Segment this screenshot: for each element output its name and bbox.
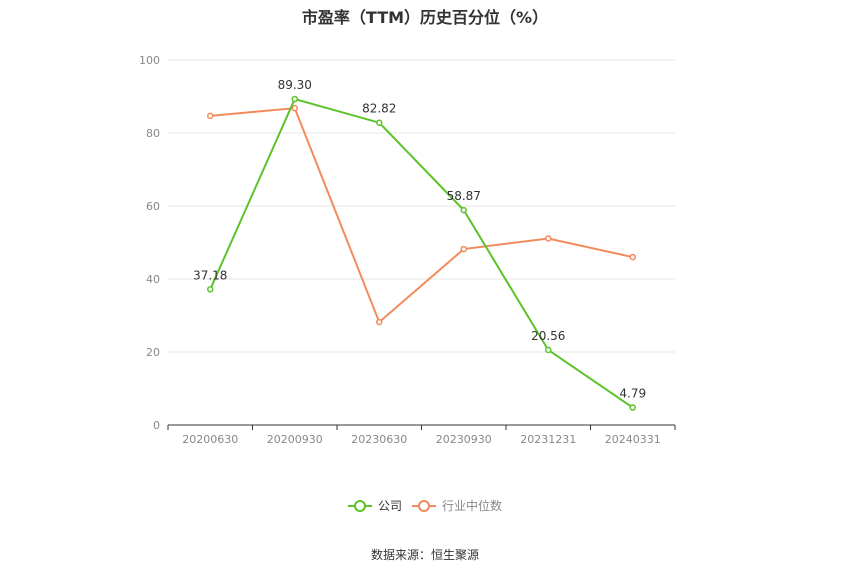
- series-line-1: [210, 107, 633, 324]
- data-label: 4.79: [619, 387, 646, 401]
- data-point: [629, 404, 636, 411]
- x-tick-label: 20200930: [267, 433, 323, 446]
- data-source: 数据来源：恒生聚源: [370, 548, 479, 562]
- data-point: [629, 253, 636, 261]
- data-point: [460, 206, 467, 214]
- data-label: 82.82: [362, 102, 396, 116]
- data-point: [545, 346, 552, 354]
- legend-marker-icon: [354, 500, 366, 512]
- x-tick-label: 20230630: [351, 433, 407, 446]
- data-label: 89.30: [278, 78, 312, 92]
- data-point: [545, 235, 552, 242]
- data-point: [207, 112, 214, 120]
- data-point: [376, 119, 383, 126]
- chart-title: 市盈率（TTM）历史百分位（%）: [301, 8, 549, 27]
- legend-label: 行业中位数: [442, 498, 502, 513]
- legend-marker-icon: [418, 500, 430, 512]
- data-label: 37.18: [193, 268, 227, 282]
- y-tick-label: 40: [146, 273, 160, 286]
- legend-label: 公司: [378, 499, 402, 513]
- y-tick-label: 0: [153, 419, 160, 432]
- y-tick-label: 60: [146, 200, 160, 213]
- data-point: [291, 95, 298, 103]
- y-tick-label: 80: [146, 127, 160, 140]
- data-point: [291, 104, 298, 112]
- data-label: 58.87: [447, 189, 481, 203]
- x-tick-label: 20230930: [436, 433, 492, 446]
- y-tick-label: 100: [139, 54, 160, 67]
- data-label: 20.56: [531, 329, 565, 343]
- x-tick-label: 20240331: [605, 433, 661, 446]
- data-point: [376, 318, 383, 326]
- y-tick-label: 20: [146, 346, 160, 359]
- x-tick-label: 20231231: [520, 433, 576, 446]
- x-tick-label: 20200630: [182, 433, 238, 446]
- data-point: [207, 286, 214, 293]
- data-point: [460, 245, 467, 253]
- series-line-0: [209, 97, 634, 409]
